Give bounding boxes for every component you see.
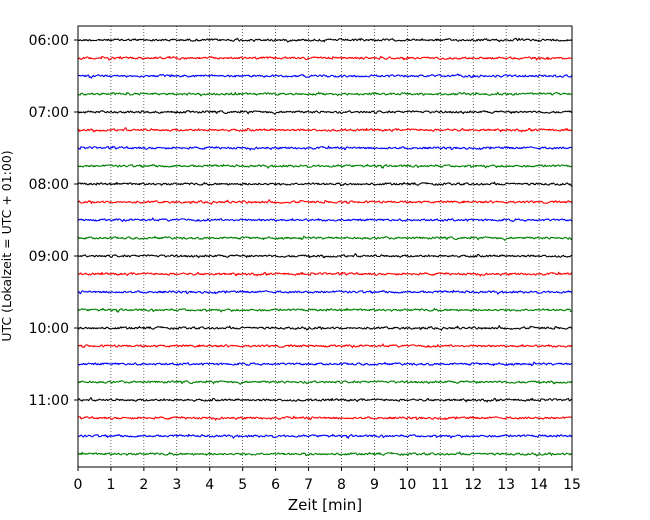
x-tick-label-4: 4 — [205, 477, 214, 493]
x-tick-label-2: 2 — [139, 477, 148, 493]
trace-0815 — [77, 199, 573, 205]
y-axis-ticks: 06:00 07:00 08:00 09:00 10:00 11:00 — [29, 33, 78, 409]
x-tick-label-11: 11 — [431, 477, 449, 493]
x-axis-ticks: 0 1 2 3 4 5 6 7 8 9 10 11 12 13 14 15 — [74, 467, 581, 493]
trace-1100 — [77, 397, 573, 403]
trace-1045 — [77, 380, 573, 385]
trace-1130 — [77, 433, 573, 439]
y-tick-label-2: 08:00 — [29, 177, 69, 193]
trace-0745 — [77, 163, 573, 169]
y-tick-label-5: 11:00 — [29, 393, 69, 409]
x-tick-label-15: 15 — [563, 477, 581, 493]
x-tick-label-0: 0 — [74, 477, 83, 493]
trace-0630 — [77, 73, 573, 79]
x-tick-label-8: 8 — [337, 477, 346, 493]
trace-1015 — [77, 343, 573, 349]
x-tick-label-5: 5 — [238, 477, 247, 493]
trace-1115 — [77, 415, 573, 421]
y-axis-label: UTC (Lokalzeit = UTC + 01:00) — [0, 150, 14, 341]
x-tick-label-12: 12 — [464, 477, 482, 493]
y-tick-label-4: 10:00 — [29, 321, 69, 337]
plot-background — [78, 26, 572, 467]
x-tick-label-10: 10 — [398, 477, 416, 493]
trace-0830 — [77, 217, 573, 223]
trace-1030 — [77, 361, 573, 367]
seismogram-traces — [77, 37, 573, 457]
trace-0915 — [77, 271, 573, 277]
plot-frame — [77, 25, 573, 468]
trace-0800 — [77, 181, 573, 187]
y-tick-label-1: 07:00 — [29, 105, 69, 121]
x-tick-label-7: 7 — [304, 477, 313, 493]
trace-0715 — [77, 127, 573, 133]
x-axis-label: Zeit [min] — [288, 496, 362, 514]
trace-0645 — [77, 91, 573, 97]
x-tick-label-6: 6 — [271, 477, 280, 493]
trace-0945 — [77, 307, 573, 313]
x-tick-label-13: 13 — [497, 477, 515, 493]
y-tick-label-3: 09:00 — [29, 249, 69, 265]
trace-0900 — [77, 253, 573, 259]
x-tick-label-1: 1 — [106, 477, 115, 493]
trace-0930 — [77, 289, 573, 295]
trace-0600 — [77, 37, 573, 43]
y-tick-label-0: 06:00 — [29, 33, 69, 49]
trace-0700 — [77, 110, 573, 115]
x-tick-label-14: 14 — [530, 477, 548, 493]
trace-1000 — [77, 325, 573, 331]
x-tick-label-3: 3 — [172, 477, 181, 493]
trace-0615 — [77, 55, 573, 61]
trace-0845 — [77, 235, 573, 241]
x-tick-label-9: 9 — [370, 477, 379, 493]
trace-1145 — [77, 451, 573, 457]
trace-0730 — [77, 145, 573, 151]
